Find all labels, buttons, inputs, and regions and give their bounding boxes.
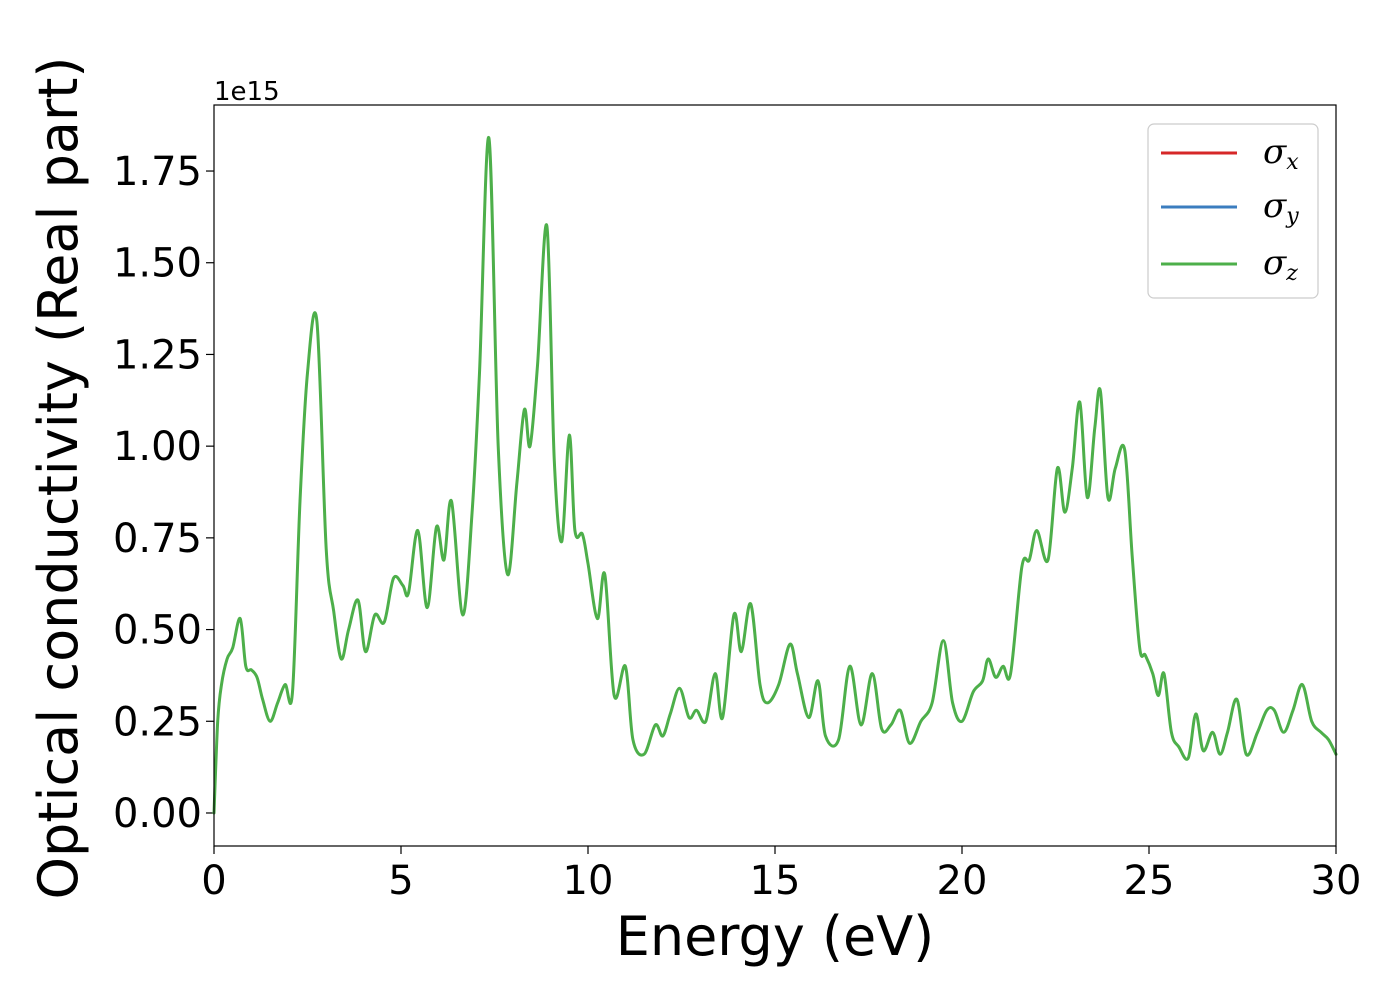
y-axis-label: Optical conductivity (Real part) <box>27 57 90 900</box>
y-tick-label: 1.50 <box>113 241 202 287</box>
legend-label-x: σx <box>1263 132 1299 175</box>
x-tick-label: 15 <box>750 858 801 904</box>
y-axis-ticks: 0.00 0.25 0.50 0.75 1.00 1.25 1.50 1.75 <box>113 149 214 837</box>
y-tick-label: 0.50 <box>113 608 202 654</box>
x-axis-label: Energy (eV) <box>616 905 935 968</box>
x-tick-label: 25 <box>1124 858 1175 904</box>
y-tick-label: 0.25 <box>113 699 202 745</box>
y-offset-label: 1e15 <box>214 77 280 107</box>
legend-label-z: σz <box>1263 243 1298 286</box>
legend-label-y: σy <box>1263 186 1299 229</box>
plot-frame <box>213 104 1337 847</box>
x-tick-label: 5 <box>388 858 413 904</box>
series-lines <box>212 136 1338 815</box>
y-tick-label: 1.75 <box>113 149 202 195</box>
x-tick-label: 20 <box>937 858 988 904</box>
x-tick-label: 0 <box>201 858 226 904</box>
series-line-0 <box>212 136 1338 815</box>
legend-box <box>1147 123 1319 299</box>
y-tick-label: 1.00 <box>113 424 202 470</box>
x-axis-ticks: 0 5 10 15 20 25 30 <box>201 846 1361 904</box>
y-tick-label: 1.25 <box>113 332 202 378</box>
x-tick-label: 10 <box>563 858 614 904</box>
x-tick-label: 30 <box>1311 858 1362 904</box>
y-tick-label: 0.00 <box>113 791 202 837</box>
y-tick-label: 0.75 <box>113 516 202 562</box>
legend: σx σy σz <box>1147 123 1319 299</box>
